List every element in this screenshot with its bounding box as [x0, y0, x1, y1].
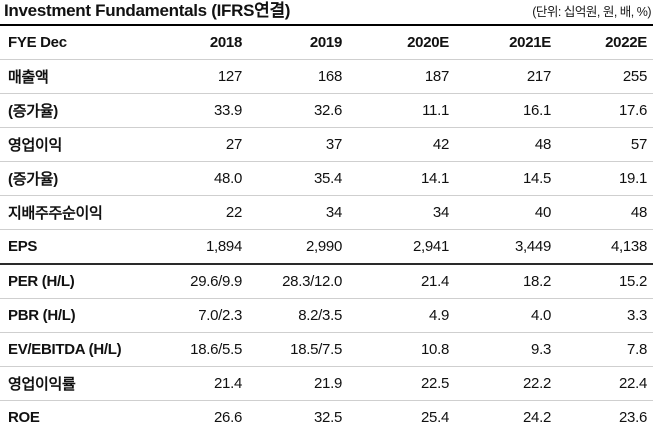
table-title: Investment Fundamentals (IFRS연결): [4, 1, 291, 21]
row-label: 매출액: [0, 59, 178, 94]
value-cell: 168: [248, 59, 348, 94]
value-cell: 16.1: [455, 93, 557, 128]
row-label: 영업이익: [0, 127, 178, 162]
row-label: (증가율): [0, 93, 178, 128]
value-cell: 15.2: [557, 264, 653, 299]
value-cell: 3,449: [455, 229, 557, 265]
value-cell: 11.1: [348, 93, 455, 128]
value-cell: 40: [455, 195, 557, 230]
value-cell: 4.9: [348, 298, 455, 333]
value-cell: 217: [455, 59, 557, 94]
value-cell: 10.8: [348, 332, 455, 367]
value-cell: 14.5: [455, 161, 557, 196]
value-cell: 27: [178, 127, 248, 162]
value-cell: 24.2: [455, 400, 557, 434]
table-row: (증가율) 33.9 32.6 11.1 16.1 17.6: [0, 93, 653, 128]
value-cell: 21.9: [248, 366, 348, 401]
value-cell: 33.9: [178, 93, 248, 128]
value-cell: 22.2: [455, 366, 557, 401]
table-title-bar: Investment Fundamentals (IFRS연결) (단위: 십억…: [0, 0, 653, 26]
row-label: EV/EBITDA (H/L): [0, 332, 178, 367]
value-cell: 1,894: [178, 229, 248, 265]
value-cell: 3.3: [557, 298, 653, 333]
column-header: 2018: [178, 26, 248, 60]
column-header: 2020E: [348, 26, 455, 60]
table-row: 영업이익 27 37 42 48 57: [0, 127, 653, 162]
value-cell: 23.6: [557, 400, 653, 434]
value-cell: 18.2: [455, 264, 557, 299]
value-cell: 48.0: [178, 161, 248, 196]
value-cell: 4,138: [557, 229, 653, 265]
value-cell: 7.0/2.3: [178, 298, 248, 333]
column-header: 2021E: [455, 26, 557, 60]
value-cell: 18.6/5.5: [178, 332, 248, 367]
value-cell: 187: [348, 59, 455, 94]
table-row: EV/EBITDA (H/L) 18.6/5.5 18.5/7.5 10.8 9.3 7.…: [0, 332, 653, 367]
value-cell: 18.5/7.5: [248, 332, 348, 367]
value-cell: 32.6: [248, 93, 348, 128]
value-cell: 2,990: [248, 229, 348, 265]
table-row: PER (H/L) 29.6/9.9 28.3/12.0 21.4 18.2 15.2: [0, 264, 653, 299]
table-row: EPS 1,894 2,990 2,941 3,449 4,138: [0, 229, 653, 265]
value-cell: 48: [455, 127, 557, 162]
value-cell: 17.6: [557, 93, 653, 128]
value-cell: 127: [178, 59, 248, 94]
row-label: ROE: [0, 400, 178, 434]
value-cell: 34: [248, 195, 348, 230]
value-cell: 48: [557, 195, 653, 230]
value-cell: 37: [248, 127, 348, 162]
row-label: 영업이익률: [0, 366, 178, 401]
header-row: FYE Dec 2018 2019 2020E 2021E 2022E: [0, 26, 653, 60]
value-cell: 57: [557, 127, 653, 162]
table-row: PBR (H/L) 7.0/2.3 8.2/3.5 4.9 4.0 3.3: [0, 298, 653, 333]
value-cell: 2,941: [348, 229, 455, 265]
value-cell: 22.4: [557, 366, 653, 401]
unit-note: (단위: 십억원, 원, 배, %): [532, 5, 651, 19]
value-cell: 42: [348, 127, 455, 162]
table-row: 지배주주순이익 22 34 34 40 48: [0, 195, 653, 230]
row-label: (증가율): [0, 161, 178, 196]
table-body: 매출액 127 168 187 217 255 (증가율) 33.9 32.6 11.1 16.1 1…: [0, 59, 653, 434]
row-label: 지배주주순이익: [0, 195, 178, 230]
header-label: FYE Dec: [0, 26, 178, 60]
value-cell: 29.6/9.9: [178, 264, 248, 299]
value-cell: 21.4: [348, 264, 455, 299]
value-cell: 21.4: [178, 366, 248, 401]
table-row: 영업이익률 21.4 21.9 22.5 22.2 22.4: [0, 366, 653, 401]
row-label: PER (H/L): [0, 264, 178, 299]
value-cell: 4.0: [455, 298, 557, 333]
value-cell: 28.3/12.0: [248, 264, 348, 299]
table-row: (증가율) 48.0 35.4 14.1 14.5 19.1: [0, 161, 653, 196]
value-cell: 35.4: [248, 161, 348, 196]
value-cell: 22.5: [348, 366, 455, 401]
row-label: PBR (H/L): [0, 298, 178, 333]
table-row: 매출액 127 168 187 217 255: [0, 59, 653, 94]
value-cell: 9.3: [455, 332, 557, 367]
value-cell: 19.1: [557, 161, 653, 196]
column-header: 2019: [248, 26, 348, 60]
value-cell: 14.1: [348, 161, 455, 196]
table-row: ROE 26.6 32.5 25.4 24.2 23.6: [0, 400, 653, 434]
value-cell: 8.2/3.5: [248, 298, 348, 333]
column-header: 2022E: [557, 26, 653, 60]
fundamentals-table: FYE Dec 2018 2019 2020E 2021E 2022E 매출액 127 168…: [0, 26, 653, 434]
row-label: EPS: [0, 229, 178, 265]
value-cell: 32.5: [248, 400, 348, 434]
value-cell: 22: [178, 195, 248, 230]
value-cell: 25.4: [348, 400, 455, 434]
value-cell: 34: [348, 195, 455, 230]
value-cell: 26.6: [178, 400, 248, 434]
value-cell: 7.8: [557, 332, 653, 367]
value-cell: 255: [557, 59, 653, 94]
